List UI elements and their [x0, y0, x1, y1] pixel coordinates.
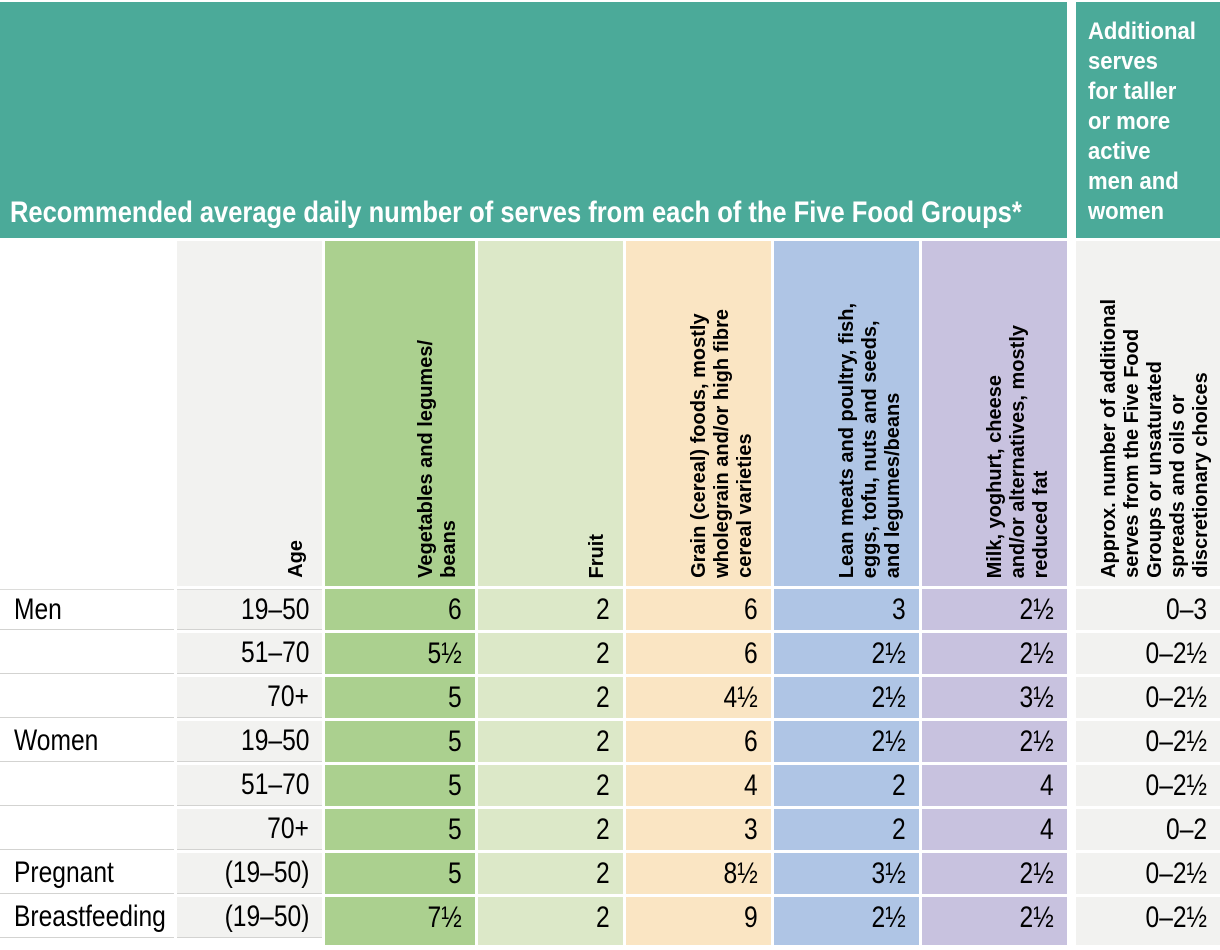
fruit-serves-cell: 2 — [478, 809, 623, 850]
column-gap — [1070, 897, 1073, 938]
group-label-cell: Women — [0, 721, 174, 762]
column-header-age: Age — [177, 241, 322, 586]
strip-lean-meats — [774, 938, 919, 945]
column-gap — [1070, 241, 1073, 586]
grain-serves-cell: 3 — [626, 809, 771, 850]
grain-serves-cell: 8½ — [626, 853, 771, 894]
additional-serves-cell: 0–2½ — [1076, 897, 1220, 938]
group-label-cell — [0, 809, 174, 850]
milk-serves-cell: 2½ — [922, 721, 1067, 762]
age-cell: 19–50 — [177, 589, 322, 630]
fruit-serves-cell: 2 — [478, 897, 623, 938]
additional-serves-cell: 0–2½ — [1076, 765, 1220, 806]
grain-serves-cell: 9 — [626, 897, 771, 938]
fruit-serves-cell: 2 — [478, 721, 623, 762]
additional-serves-banner: Additional serves for taller or more act… — [1076, 2, 1220, 238]
strip-grain — [626, 938, 771, 945]
grain-serves-cell: 6 — [626, 589, 771, 630]
column-gap — [1070, 677, 1073, 718]
milk-serves-cell: 4 — [922, 765, 1067, 806]
additional-serves-cell: 0–2½ — [1076, 677, 1220, 718]
fruit-serves-cell: 2 — [478, 853, 623, 894]
strip-milk — [922, 938, 1067, 945]
lean-meats-serves-cell: 2½ — [774, 721, 919, 762]
lean-meats-serves-cell: 2½ — [774, 633, 919, 674]
additional-serves-cell: 0–2½ — [1076, 721, 1220, 762]
lean-meats-serves-cell: 2½ — [774, 677, 919, 718]
grain-serves-cell: 6 — [626, 721, 771, 762]
grain-serves-cell: 4 — [626, 765, 771, 806]
column-header-milk: Milk, yoghurt, cheese and/or alternative… — [922, 241, 1067, 586]
column-gap — [1070, 809, 1073, 850]
vegetables-serves-cell: 6 — [325, 589, 475, 630]
column-headers: Age Vegetables and legumes/ beans Fruit … — [0, 241, 1220, 586]
column-header-grain: Grain (cereal) foods, mostly wholegrain … — [626, 241, 771, 586]
table-title-banner: Recommended average daily number of serv… — [0, 2, 1067, 238]
additional-serves-cell: 0–3 — [1076, 589, 1220, 630]
lean-meats-serves-cell: 3½ — [774, 853, 919, 894]
group-label-cell — [0, 765, 174, 806]
column-gap — [1070, 633, 1073, 674]
lean-meats-serves-cell: 2 — [774, 765, 919, 806]
vegetables-serves-cell: 5 — [325, 721, 475, 762]
age-cell: 51–70 — [177, 633, 322, 674]
vegetables-serves-cell: 5 — [325, 809, 475, 850]
column-header-additional: Approx. number of additional serves from… — [1076, 241, 1220, 586]
vegetables-serves-cell: 5½ — [325, 633, 475, 674]
additional-serves-cell: 0–2 — [1076, 809, 1220, 850]
column-gap — [1070, 853, 1073, 894]
table-title: Recommended average daily number of serv… — [10, 196, 1022, 229]
milk-serves-cell: 3½ — [922, 677, 1067, 718]
milk-serves-cell: 4 — [922, 809, 1067, 850]
fruit-serves-cell: 2 — [478, 765, 623, 806]
milk-serves-cell: 2½ — [922, 897, 1067, 938]
additional-serves-cell: 0–2½ — [1076, 633, 1220, 674]
additional-serves-cell: 0–2½ — [1076, 853, 1220, 894]
vegetables-serves-cell: 7½ — [325, 897, 475, 938]
milk-serves-cell: 2½ — [922, 633, 1067, 674]
grain-serves-cell: 4½ — [626, 677, 771, 718]
age-cell: 70+ — [177, 809, 322, 850]
fruit-serves-cell: 2 — [478, 633, 623, 674]
age-cell: 70+ — [177, 677, 322, 718]
vegetables-serves-cell: 5 — [325, 765, 475, 806]
group-label-cell: Pregnant — [0, 853, 174, 894]
age-cell: 19–50 — [177, 721, 322, 762]
strip-additional — [1076, 938, 1220, 945]
fruit-serves-cell: 2 — [478, 677, 623, 718]
group-label-cell — [0, 677, 174, 718]
strip-fruit — [478, 938, 623, 945]
vegetables-serves-cell: 5 — [325, 853, 475, 894]
lean-meats-serves-cell: 2 — [774, 809, 919, 850]
bottom-color-strip — [0, 938, 1220, 945]
header-gap — [1070, 2, 1073, 238]
column-header-empty — [0, 241, 174, 586]
age-cell: (19–50) — [177, 853, 322, 894]
column-header-vegetables: Vegetables and legumes/ beans — [325, 241, 475, 586]
vegetables-serves-cell: 5 — [325, 677, 475, 718]
table-header-banner: Recommended average daily number of serv… — [0, 2, 1220, 238]
strip-vegetables — [325, 938, 475, 945]
column-gap — [1070, 589, 1073, 630]
additional-serves-banner-text: Additional serves for taller or more act… — [1087, 18, 1196, 225]
column-header-fruit: Fruit — [478, 241, 623, 586]
lean-meats-serves-cell: 2½ — [774, 897, 919, 938]
column-gap — [1070, 721, 1073, 762]
milk-serves-cell: 2½ — [922, 853, 1067, 894]
column-header-lean-meats: Lean meats and poultry, fish, eggs, tofu… — [774, 241, 919, 586]
age-cell: (19–50) — [177, 897, 322, 938]
lean-meats-serves-cell: 3 — [774, 589, 919, 630]
age-cell: 51–70 — [177, 765, 322, 806]
column-gap — [1070, 765, 1073, 806]
fruit-serves-cell: 2 — [478, 589, 623, 630]
group-label-cell — [0, 633, 174, 674]
milk-serves-cell: 2½ — [922, 589, 1067, 630]
group-label-cell: Breastfeeding — [0, 897, 174, 938]
table-body: Men 19–50 6 2 6 3 2½ 0–3 51–70 5½ 2 6 2½… — [0, 589, 1220, 938]
group-label-cell: Men — [0, 589, 174, 630]
grain-serves-cell: 6 — [626, 633, 771, 674]
